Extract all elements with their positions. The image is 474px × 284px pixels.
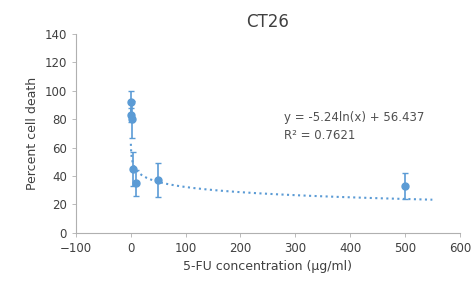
Text: R² = 0.7621: R² = 0.7621 xyxy=(284,129,356,142)
Text: y = -5.24ln(x) + 56.437: y = -5.24ln(x) + 56.437 xyxy=(284,110,425,124)
Title: CT26: CT26 xyxy=(246,13,289,31)
Y-axis label: Percent cell death: Percent cell death xyxy=(26,77,39,190)
X-axis label: 5-FU concentration (μg/ml): 5-FU concentration (μg/ml) xyxy=(183,260,352,273)
